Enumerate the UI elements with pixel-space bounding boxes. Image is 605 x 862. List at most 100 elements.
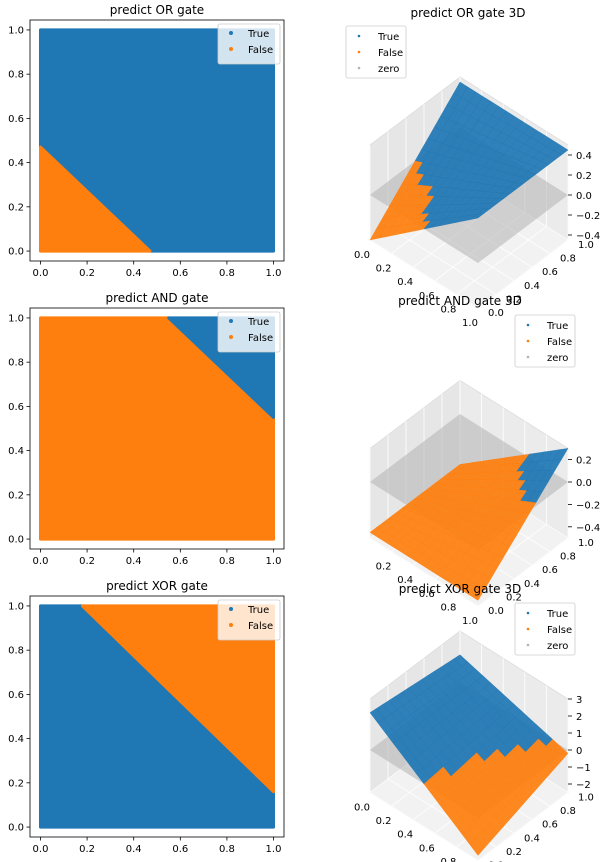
scatter-region-false [39, 145, 152, 253]
y-tick-label: 0.6 [542, 820, 558, 831]
y-tick-label: 1.0 [8, 25, 24, 36]
x-tick-label: 0.2 [376, 816, 392, 827]
legend-label: zero [547, 641, 568, 652]
x-tick-label: 0.2 [79, 556, 95, 567]
z-tick-label: −0.2 [576, 500, 600, 511]
chart-title: predict XOR gate [106, 579, 208, 593]
x-tick-label: 0.2 [376, 562, 392, 573]
x-tick-label: 0.6 [419, 291, 435, 302]
y-tick-label: 0.6 [8, 114, 24, 125]
x-tick-label: 0.6 [172, 844, 188, 855]
y-tick-label: 0.8 [8, 70, 24, 81]
legend-marker [229, 31, 233, 35]
legend-box [514, 314, 576, 368]
x-tick-label: 0.0 [354, 250, 370, 261]
surface-cell [470, 212, 485, 220]
z-tick-label: 0.4 [576, 151, 592, 162]
legend-box [217, 599, 281, 641]
x-tick-label: 1.0 [266, 844, 282, 855]
y-tick-label: 0.0 [8, 535, 24, 546]
y-tick-label: 0.2 [506, 847, 522, 858]
legend-marker [229, 47, 233, 51]
axes-frame [29, 307, 285, 550]
legend-marker [526, 643, 530, 647]
y-tick-label: 0.2 [506, 294, 522, 305]
grid-line [477, 792, 569, 861]
y-tick-label: 0.4 [8, 446, 24, 457]
legend-label: False [248, 333, 273, 344]
z-tick-label: 2 [576, 712, 582, 723]
y-tick-label: 0.2 [506, 592, 522, 603]
legend-marker [357, 50, 361, 54]
legend-label: True [247, 605, 269, 616]
y-tick-label: 0.0 [8, 247, 24, 258]
y-tick-label: 0.8 [560, 806, 576, 817]
x-tick-label: 0.0 [33, 556, 49, 567]
legend-box [514, 602, 576, 656]
x-tick-label: 0.2 [79, 268, 95, 279]
y-tick-label: 0.2 [8, 490, 24, 501]
y-tick-label: 0.6 [542, 565, 558, 576]
x-tick-label: 1.0 [462, 318, 478, 329]
y-tick-label: 0.4 [524, 281, 540, 292]
chart-title: predict AND gate 3D [398, 294, 522, 308]
grid-line [387, 226, 497, 295]
y-tick-label: 1.0 [578, 793, 594, 804]
y-tick-label: 0.8 [8, 646, 24, 657]
chart-title: predict XOR gate 3D [399, 582, 522, 596]
z-tick-label: 1 [576, 729, 582, 740]
z-tick-label: 0.2 [576, 456, 592, 467]
z-tick-label: 0.0 [576, 478, 592, 489]
y-tick-label: 0.4 [8, 158, 24, 169]
x-tick-label: 0.6 [172, 556, 188, 567]
legend-label: False [248, 45, 273, 56]
y-tick-label: 1.0 [578, 240, 594, 251]
legend-label: True [247, 29, 269, 40]
y-tick-label: 0.8 [560, 552, 576, 563]
axes-frame [29, 19, 285, 262]
z-tick-label: 0.2 [576, 171, 592, 182]
x-tick-label: 0.0 [33, 844, 49, 855]
y-tick-label: 0.8 [560, 254, 576, 265]
axes-frame [29, 595, 285, 838]
legend-label: True [377, 32, 399, 43]
x-tick-label: 0.6 [419, 843, 435, 854]
x-tick-label: 0.8 [219, 844, 235, 855]
y-tick-label: 0.6 [542, 267, 558, 278]
z-tick-label: −0.4 [576, 523, 600, 534]
chart-title: predict OR gate 3D [410, 6, 525, 20]
grid-line [477, 537, 569, 607]
x-tick-label: 0.4 [397, 277, 413, 288]
x-tick-label: 0.0 [354, 803, 370, 814]
x-tick-label: 0.8 [440, 304, 456, 315]
scatter-region-false [80, 604, 275, 794]
x-tick-label: 0.8 [440, 602, 456, 613]
grid-line [456, 226, 547, 295]
y-tick-label: 0.4 [524, 579, 540, 590]
legend-label: False [547, 625, 572, 636]
z-tick-label: −0.4 [576, 231, 600, 242]
legend-marker [526, 323, 530, 327]
y-tick-label: 0.4 [8, 734, 24, 745]
y-tick-label: 0.6 [8, 402, 24, 413]
y-tick-label: 0.6 [8, 690, 24, 701]
y-tick-label: 0.0 [8, 823, 24, 834]
legend-box [345, 25, 407, 79]
surface-cell [470, 837, 485, 856]
y-tick-label: 0.2 [8, 778, 24, 789]
y-tick-label: 0.4 [524, 833, 540, 844]
z-tick-label: −2 [576, 780, 591, 791]
x-tick-label: 0.6 [172, 268, 188, 279]
x-tick-label: 1.0 [462, 616, 478, 627]
legend-marker [526, 611, 530, 615]
legend-marker [526, 355, 530, 359]
legend-label: False [547, 337, 572, 348]
legend-label: False [248, 621, 273, 632]
grid-line [369, 239, 479, 309]
y-tick-label: 1.0 [578, 538, 594, 549]
z-tick-label: 0.0 [576, 191, 592, 202]
y-tick-label: 1.0 [8, 313, 24, 324]
legend-box [217, 311, 281, 353]
legend-marker [357, 66, 361, 70]
z-tick-label: −0.2 [576, 211, 600, 222]
